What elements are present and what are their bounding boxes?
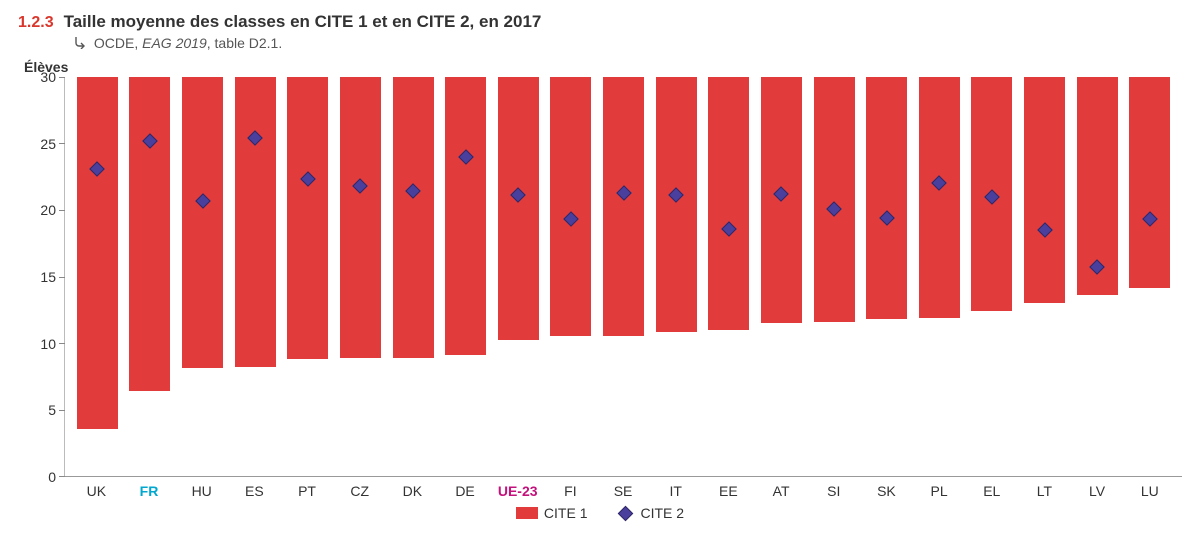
- bar-slot: [650, 77, 703, 476]
- x-tick-label: FI: [544, 477, 597, 499]
- bar: [340, 77, 381, 358]
- x-tick-label: LT: [1018, 477, 1071, 499]
- bar: [814, 77, 855, 322]
- bar: [1024, 77, 1065, 303]
- y-tick-label: 15: [40, 269, 56, 285]
- y-tick-label: 5: [48, 402, 56, 418]
- legend-label-cite1: CITE 1: [544, 505, 588, 521]
- bar-slot: [913, 77, 966, 476]
- bar-slot: [492, 77, 545, 476]
- y-tick-mark: [59, 410, 65, 411]
- bar-slot: [71, 77, 124, 476]
- x-tick-label: UE-23: [491, 477, 544, 499]
- x-tick-label: EL: [965, 477, 1018, 499]
- x-tick-label: SE: [597, 477, 650, 499]
- y-axis-title: Élèves: [24, 59, 1182, 75]
- bar-slot: [755, 77, 808, 476]
- x-tick-label: LV: [1071, 477, 1124, 499]
- bar: [656, 77, 697, 332]
- legend: CITE 1 CITE 2: [18, 505, 1182, 521]
- x-tick-label: DE: [439, 477, 492, 499]
- source-italic: EAG 2019: [142, 35, 207, 51]
- plot-area: [64, 77, 1182, 477]
- bar: [77, 77, 118, 429]
- bar-slot: [597, 77, 650, 476]
- x-tick-label: LU: [1123, 477, 1176, 499]
- bar: [550, 77, 591, 336]
- bar-slot: [545, 77, 598, 476]
- bar-slot: [387, 77, 440, 476]
- x-tick-label: UK: [70, 477, 123, 499]
- legend-swatch-diamond: [617, 505, 633, 521]
- bar-slot: [703, 77, 756, 476]
- bar: [445, 77, 486, 355]
- y-tick-label: 30: [40, 69, 56, 85]
- bar: [393, 77, 434, 358]
- x-tick-label: ES: [228, 477, 281, 499]
- y-tick-mark: [59, 343, 65, 344]
- bar-slot: [1071, 77, 1124, 476]
- x-tick-label: PT: [281, 477, 334, 499]
- bar-slot: [439, 77, 492, 476]
- bar: [603, 77, 644, 336]
- bar: [129, 77, 170, 391]
- y-tick-label: 20: [40, 202, 56, 218]
- y-tick-label: 25: [40, 136, 56, 152]
- figure-container: 1.2.3 Taille moyenne des classes en CITE…: [0, 0, 1200, 554]
- x-tick-label: FR: [123, 477, 176, 499]
- x-tick-label: CZ: [333, 477, 386, 499]
- figure-header: 1.2.3 Taille moyenne des classes en CITE…: [18, 12, 1182, 32]
- bar-slot: [229, 77, 282, 476]
- y-tick-mark: [59, 210, 65, 211]
- legend-swatch-bar: [516, 507, 538, 519]
- x-tick-label: EE: [702, 477, 755, 499]
- source-prefix: OCDE,: [94, 35, 142, 51]
- y-tick-mark: [59, 277, 65, 278]
- legend-item-cite2: CITE 2: [616, 505, 685, 521]
- x-tick-label: SK: [860, 477, 913, 499]
- source-icon: [72, 35, 86, 52]
- bar: [498, 77, 539, 340]
- bar-slot: [1018, 77, 1071, 476]
- figure-source: OCDE, EAG 2019, table D2.1.: [72, 34, 1182, 51]
- y-tick-mark: [59, 77, 65, 78]
- legend-item-cite1: CITE 1: [516, 505, 588, 521]
- x-tick-label: SI: [807, 477, 860, 499]
- bar-slot: [860, 77, 913, 476]
- x-tick-label: PL: [913, 477, 966, 499]
- x-tick-label: IT: [649, 477, 702, 499]
- source-suffix: , table D2.1.: [207, 35, 283, 51]
- bar: [287, 77, 328, 359]
- bar-slot: [808, 77, 861, 476]
- bars-layer: [65, 77, 1182, 476]
- x-tick-label: AT: [755, 477, 808, 499]
- bar-slot: [966, 77, 1019, 476]
- bar-slot: [282, 77, 335, 476]
- bar: [182, 77, 223, 368]
- bar: [235, 77, 276, 367]
- bar-slot: [334, 77, 387, 476]
- figure-title: Taille moyenne des classes en CITE 1 et …: [64, 12, 542, 32]
- x-axis-labels: UKFRHUESPTCZDKDEUE-23FISEITEEATSISKPLELL…: [64, 477, 1182, 499]
- bar-slot: [124, 77, 177, 476]
- bar: [919, 77, 960, 318]
- y-tick-mark: [59, 143, 65, 144]
- y-tick-mark: [59, 476, 65, 477]
- x-tick-label: HU: [175, 477, 228, 499]
- y-axis: 051015202530: [18, 77, 64, 477]
- bar-slot: [1124, 77, 1177, 476]
- bar: [708, 77, 749, 330]
- y-tick-label: 0: [48, 469, 56, 485]
- x-tick-label: DK: [386, 477, 439, 499]
- legend-label-cite2: CITE 2: [641, 505, 685, 521]
- bar: [1129, 77, 1170, 288]
- figure-number: 1.2.3: [18, 14, 54, 32]
- bar: [866, 77, 907, 319]
- plot-wrap: 051015202530: [18, 77, 1182, 477]
- bar-slot: [176, 77, 229, 476]
- y-tick-label: 10: [40, 336, 56, 352]
